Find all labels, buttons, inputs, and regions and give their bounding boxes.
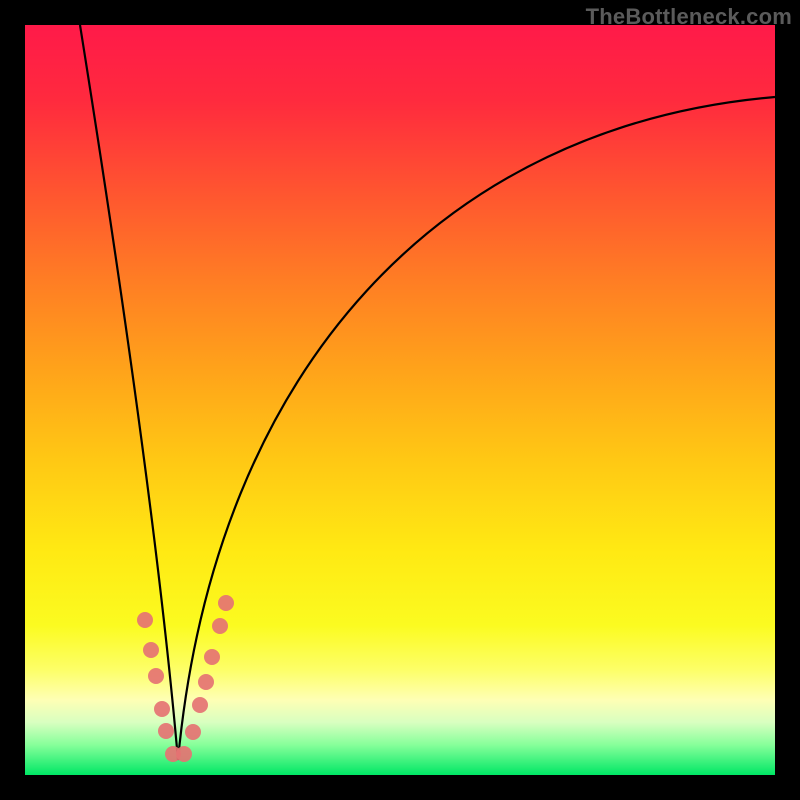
watermark-text: TheBottleneck.com	[586, 4, 792, 30]
bottleneck-curve	[25, 25, 775, 775]
curve-marker	[137, 612, 153, 628]
curve-marker	[204, 649, 220, 665]
curve-marker	[192, 697, 208, 713]
curve-marker	[218, 595, 234, 611]
plot-area	[25, 25, 775, 775]
curve-marker	[185, 724, 201, 740]
curve-marker	[176, 746, 192, 762]
curve-right-branch	[178, 97, 775, 760]
curve-marker	[148, 668, 164, 684]
curve-left-branch	[80, 25, 178, 760]
curve-marker	[198, 674, 214, 690]
curve-marker	[143, 642, 159, 658]
curve-marker	[212, 618, 228, 634]
curve-marker	[158, 723, 174, 739]
curve-marker	[154, 701, 170, 717]
curve-marker-cluster	[137, 595, 234, 762]
chart-frame: TheBottleneck.com	[0, 0, 800, 800]
